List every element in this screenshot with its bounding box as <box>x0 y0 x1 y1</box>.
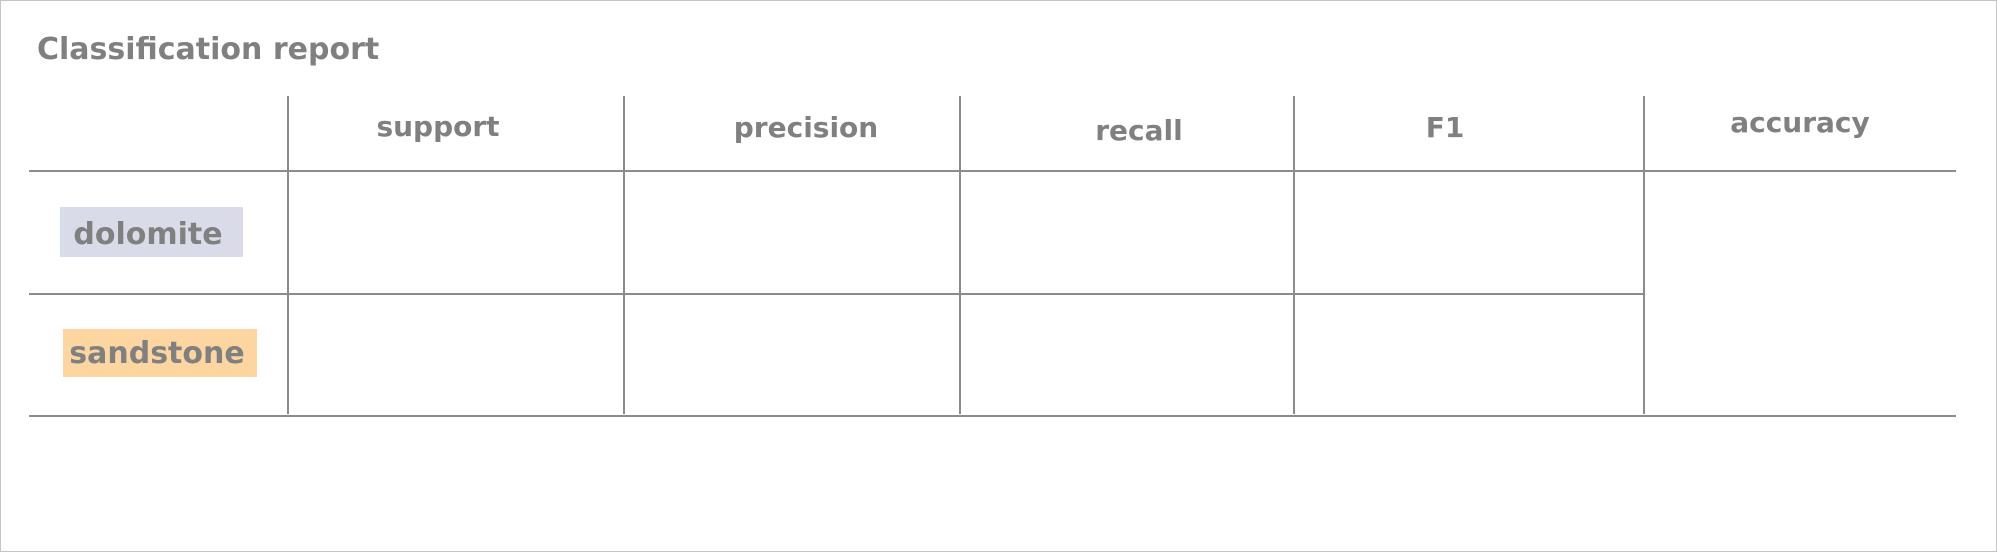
col-header-f1: F1 <box>1426 111 1465 144</box>
grid-lines <box>29 96 1956 417</box>
row-label-sandstone: sandstone <box>69 336 244 371</box>
col-header-precision: precision <box>734 111 878 144</box>
report-title: Classification report <box>37 32 379 67</box>
row-label-dolomite: dolomite <box>73 217 222 252</box>
row-label-bg-sandstone <box>63 329 257 377</box>
col-header-accuracy: accuracy <box>1730 106 1870 139</box>
col-header-support: support <box>376 110 499 143</box>
row-label-bg-dolomite <box>60 207 243 257</box>
col-header-recall: recall <box>1095 114 1183 147</box>
